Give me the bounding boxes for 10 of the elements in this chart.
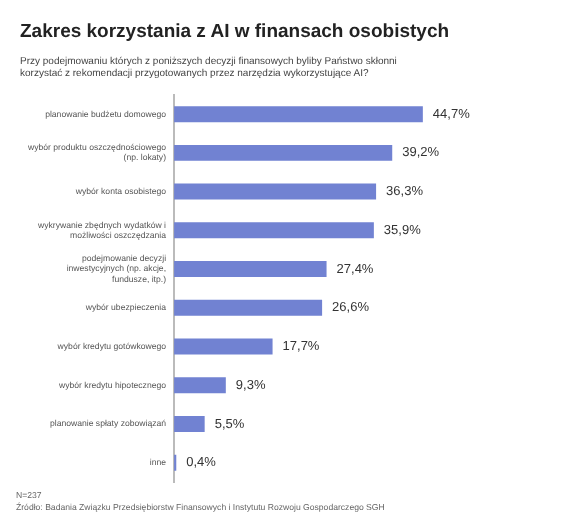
bar (174, 144, 393, 161)
bar (174, 299, 323, 316)
bar (174, 183, 377, 200)
chart-title: Zakres korzystania z AI w finansach osobistych (20, 20, 450, 43)
bar (174, 222, 374, 239)
bar (174, 415, 205, 432)
bar (174, 261, 327, 278)
bar (174, 338, 273, 355)
bar (174, 106, 423, 123)
bar (174, 377, 226, 394)
